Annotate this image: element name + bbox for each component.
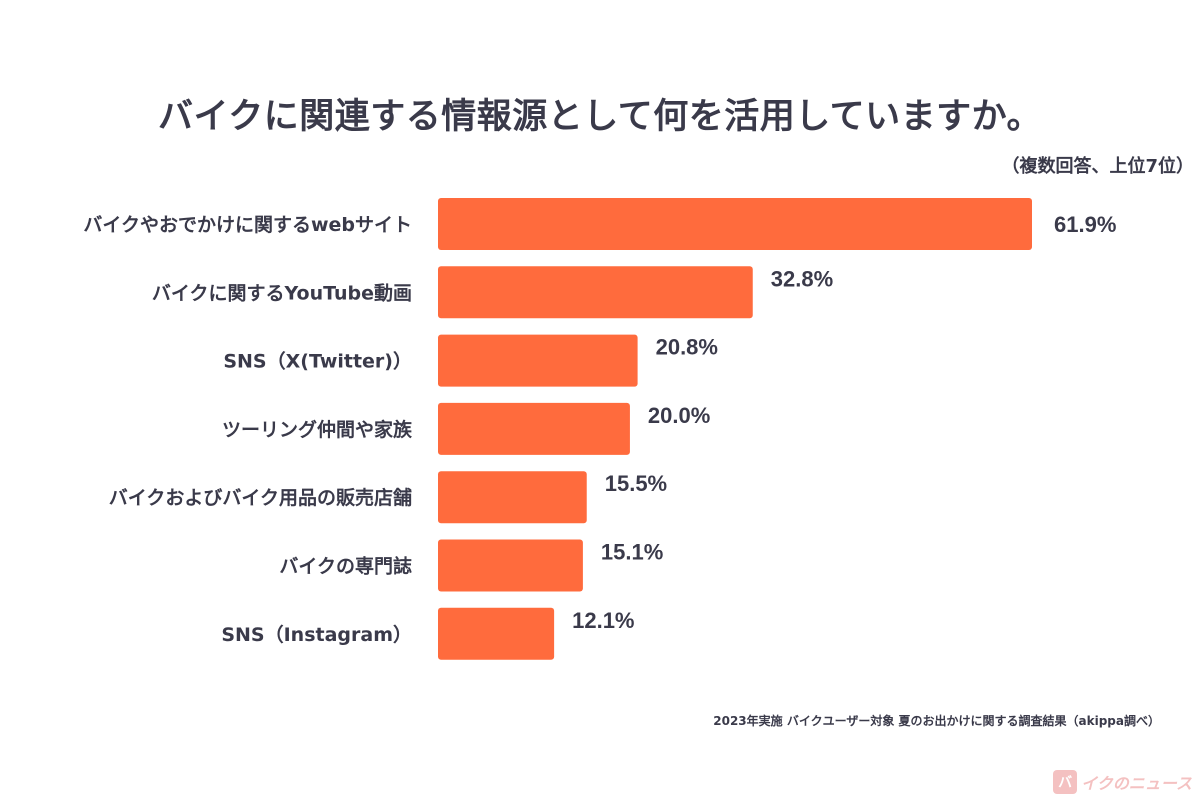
chart-subtitle: （複数回答、上位7位） — [1001, 156, 1194, 177]
chart-title: バイクに関連する情報源として何を活用していますか。 — [157, 97, 1042, 137]
category-label-4: バイクおよびバイク用品の販売店舗 — [109, 486, 412, 509]
value-label-3: 20.0% — [648, 403, 710, 428]
category-label-2: SNS（X(Twitter)） — [223, 350, 412, 373]
bar-6 — [438, 607, 555, 660]
bar-1 — [438, 266, 753, 319]
value-label-0: 61.9% — [1054, 212, 1116, 237]
bar-5 — [438, 539, 583, 592]
logo-text: イクのニュース — [1081, 774, 1192, 793]
logo-mark-icon: バ — [1053, 770, 1078, 794]
category-label-3: ツーリング仲間や家族 — [222, 418, 413, 441]
category-label-5: バイクの専門誌 — [279, 555, 412, 578]
value-label-2: 20.8% — [656, 335, 718, 360]
bar-0 — [438, 198, 1032, 250]
value-label-1: 32.8% — [771, 266, 833, 291]
category-label-0: バイクやおでかけに関するwebサイト — [83, 214, 412, 236]
value-label-4: 15.5% — [605, 471, 667, 496]
bar-4 — [438, 471, 587, 524]
bar-3 — [438, 402, 630, 455]
category-label-6: SNS（Instagram） — [221, 623, 412, 646]
bar-2 — [438, 334, 638, 387]
source-note: 2023年実施 バイクユーザー対象 夏のお出かけに関する調査結果（akippa調… — [713, 714, 1160, 728]
value-label-5: 15.1% — [601, 540, 663, 565]
value-label-6: 12.1% — [572, 608, 634, 633]
site-logo: バ イクのニュース — [1053, 770, 1192, 794]
category-label-1: バイクに関するYouTube動画 — [152, 282, 412, 304]
